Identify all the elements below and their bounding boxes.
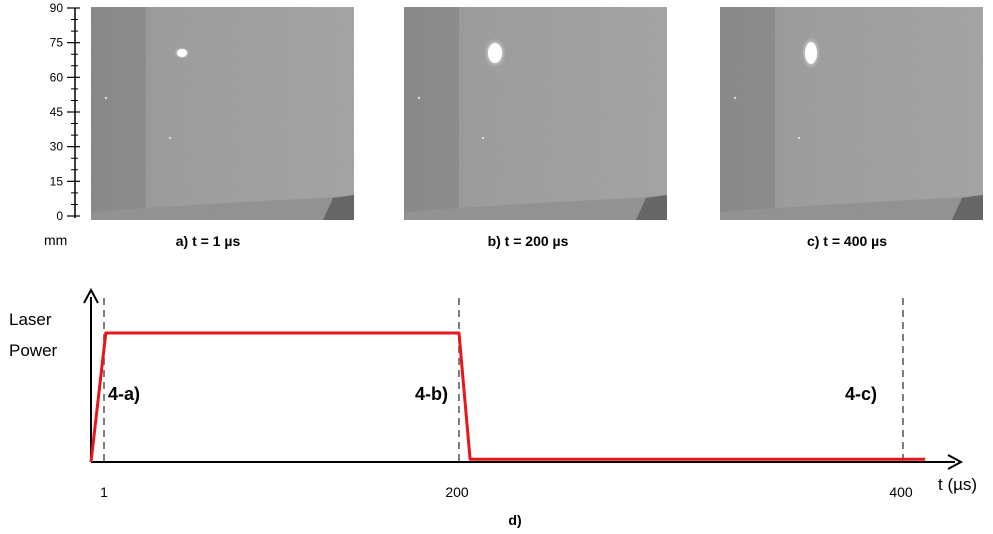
frame-1: a) t = 1 µs bbox=[91, 7, 354, 249]
marker-label: 4-b) bbox=[415, 384, 448, 404]
scale-tick-label: 15 bbox=[50, 174, 64, 188]
scale-tick-label: 0 bbox=[56, 209, 63, 223]
speck bbox=[481, 136, 485, 140]
y-axis-label-line1: Laser bbox=[9, 310, 52, 329]
frame-3: c) t = 400 µs bbox=[720, 7, 983, 249]
scale-tick-label: 45 bbox=[50, 105, 64, 119]
speck bbox=[797, 136, 801, 140]
scale-tick-label: 30 bbox=[50, 140, 64, 154]
marker-label: 4-a) bbox=[108, 384, 140, 404]
x-tick-label: 400 bbox=[889, 484, 913, 500]
pulse-diagram: Laser Power t (µs) 4-a) 4-b) 4-c) 1 200 400 … bbox=[9, 287, 977, 528]
frame-caption: c) t = 400 µs bbox=[807, 233, 887, 249]
frame-caption: b) t = 200 µs bbox=[488, 233, 569, 249]
y-axis-arrow bbox=[83, 287, 99, 304]
scale-tick-label: 75 bbox=[50, 36, 64, 50]
frames: a) t = 1 µs b) t = 200 µs c) t = 400 µs bbox=[91, 7, 983, 249]
laser-pulse-line bbox=[89, 331, 926, 463]
mm-scale: 90 75 60 45 30 15 0 mm bbox=[44, 1, 80, 248]
scale-unit: mm bbox=[44, 232, 67, 248]
speck bbox=[168, 136, 172, 140]
diagram-caption: d) bbox=[508, 512, 521, 528]
speck bbox=[417, 96, 421, 100]
marker-label: 4-c) bbox=[845, 384, 877, 404]
frame-2: b) t = 200 µs bbox=[404, 7, 667, 249]
x-tick-label: 1 bbox=[100, 484, 108, 500]
scale-tick-label: 90 bbox=[50, 1, 64, 15]
speck bbox=[733, 96, 737, 100]
x-axis-label: t (µs) bbox=[938, 475, 977, 494]
x-axis-arrow bbox=[947, 454, 964, 470]
frame-grain bbox=[404, 7, 667, 220]
frame-caption: a) t = 1 µs bbox=[176, 233, 241, 249]
speck bbox=[104, 96, 108, 100]
y-axis-label-line2: Power bbox=[9, 341, 58, 360]
frame-grain bbox=[91, 7, 354, 220]
plasma-spot bbox=[805, 42, 817, 64]
frame-grain bbox=[720, 7, 983, 220]
x-tick-label: 200 bbox=[445, 484, 469, 500]
plasma-spot bbox=[488, 43, 502, 63]
scale-tick-label: 60 bbox=[50, 70, 64, 84]
plasma-spot bbox=[177, 49, 187, 57]
